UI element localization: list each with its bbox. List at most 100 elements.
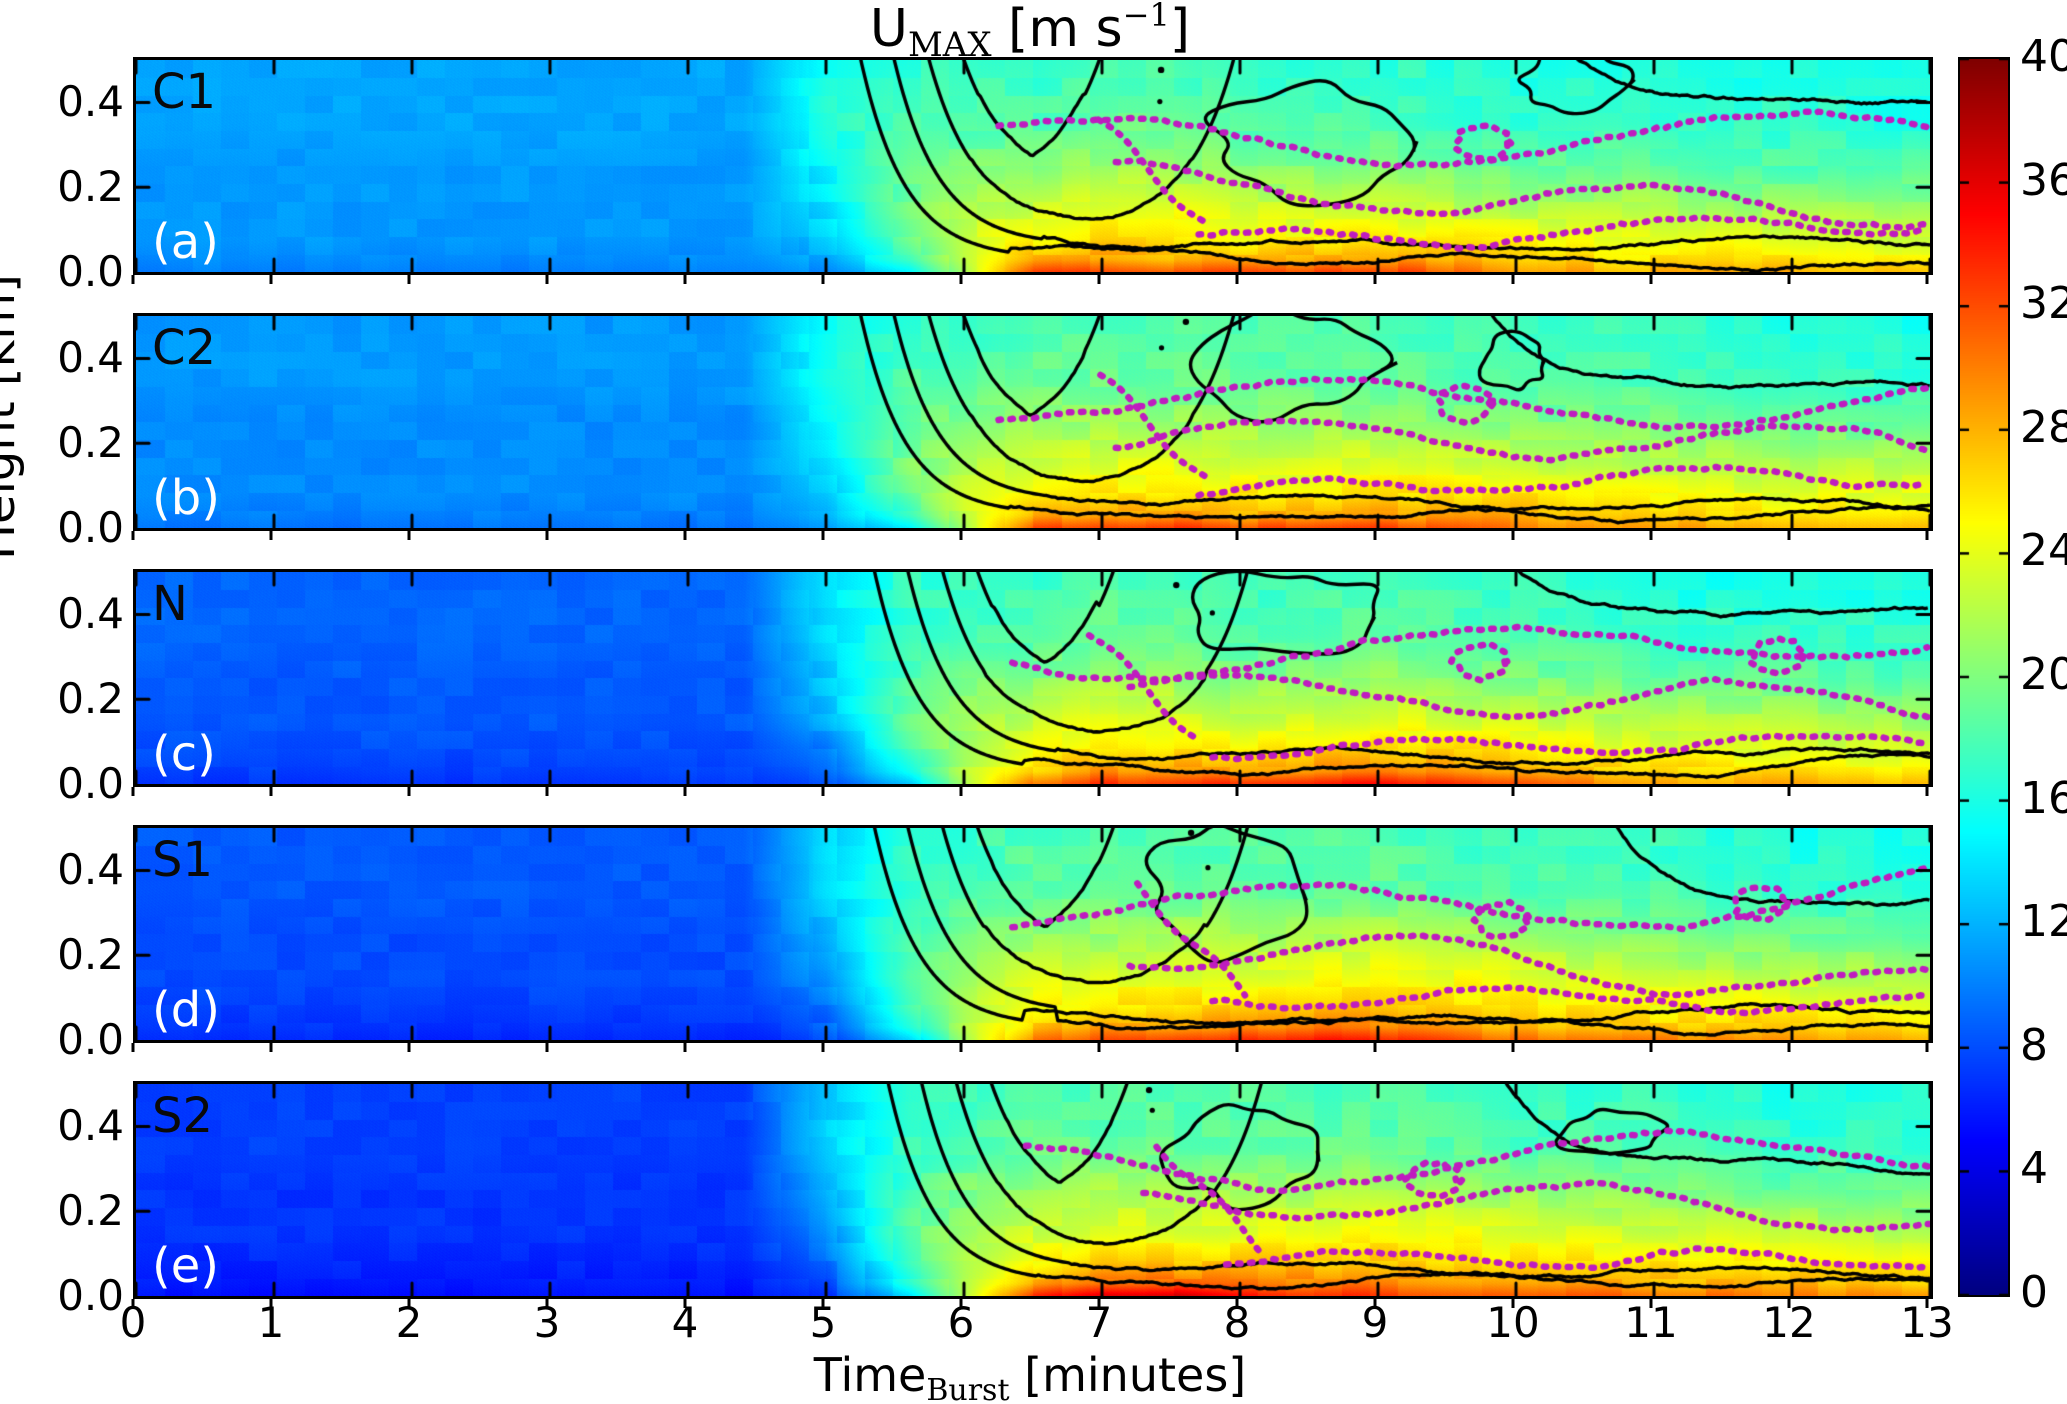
x-tick-mark	[1097, 275, 1101, 284]
y-tick-label: 0.2	[57, 674, 124, 724]
x-tick-mark	[1097, 531, 1101, 540]
x-tick-label: 10	[1486, 1298, 1540, 1347]
heatmap-panel-e: S2 (e) 0.4 0.2 0.0	[57, 1081, 1933, 1317]
x-tick-mark	[821, 275, 825, 284]
x-tick-mark	[545, 275, 549, 284]
x-tick-mark	[821, 1043, 825, 1052]
x-tick-mark	[407, 787, 411, 796]
x-tick-mark	[1787, 531, 1791, 540]
x-tick-mark	[131, 1299, 135, 1308]
x-tick-mark	[683, 1299, 687, 1308]
x-tick-mark	[1235, 787, 1239, 796]
x-tick-mark	[1373, 275, 1377, 284]
colorbar-tick-label: 28	[2020, 401, 2067, 453]
x-tick-label: 11	[1624, 1298, 1678, 1347]
x-tick-mark	[1787, 1299, 1791, 1308]
y-tick-label: 0.0	[57, 503, 124, 552]
colorbar-tick-label: 24	[2020, 525, 2067, 577]
y-tick-label: 0.4	[57, 77, 124, 127]
x-tick-mark	[1787, 1043, 1791, 1052]
title-unit-post: ]	[1169, 0, 1191, 59]
x-tick-mark	[269, 531, 273, 540]
x-tick-label: 12	[1762, 1298, 1816, 1347]
colorbar-tick-label: 4	[2020, 1143, 2048, 1195]
x-tick-mark	[683, 275, 687, 284]
x-tick-label: 3	[533, 1298, 561, 1347]
panel-label-e: S2	[152, 1088, 214, 1144]
x-tick-mark	[1787, 787, 1791, 796]
x-tick-mark	[821, 531, 825, 540]
colorbar	[1958, 57, 2010, 1297]
xlabel-post: [minutes]	[1009, 1348, 1247, 1402]
y-tick-label: 0.0	[57, 247, 124, 296]
x-tick-mark	[1373, 787, 1377, 796]
heatmap-panel-c: N (c) 0.4 0.2 0.0	[57, 569, 1933, 805]
panel-sublabel-e: (e)	[152, 1238, 219, 1294]
y-tick-label: 0.0	[57, 1271, 124, 1320]
heatmap-panel-d: S1 (d) 0.4 0.2 0.0	[57, 825, 1933, 1061]
x-tick-mark	[1235, 1299, 1239, 1308]
heatmap-canvas-c	[136, 572, 1930, 784]
x-axis-ticks: 0 1 2 3 4 5 6 7 8 9 10 11 12 13	[120, 1298, 1954, 1352]
colorbar-tick-label: 8	[2020, 1019, 2048, 1071]
x-tick-mark	[1649, 1299, 1653, 1308]
x-tick-mark	[1511, 1299, 1515, 1308]
y-tick-label: 0.2	[57, 418, 124, 468]
panel-label-d: S1	[152, 832, 214, 888]
x-axis-label: TimeBurst [minutes]	[133, 1348, 1927, 1404]
colorbar-tick-label: 20	[2020, 649, 2067, 700]
heatmap-canvas-a	[136, 60, 1930, 272]
y-tick-label: 0.2	[57, 162, 124, 212]
x-tick-mark	[1511, 787, 1515, 796]
x-tick-mark	[1925, 531, 1929, 540]
x-tick-label: 13	[1900, 1298, 1954, 1347]
x-tick-mark	[683, 531, 687, 540]
x-tick-mark	[1787, 275, 1791, 284]
colorbar-tick-label: 32	[2020, 278, 2067, 330]
x-tick-mark	[1511, 1043, 1515, 1052]
x-tick-mark	[1649, 275, 1653, 284]
colorbar-gradient-canvas	[1960, 59, 2008, 1295]
x-tick-mark	[1235, 531, 1239, 540]
panel-label-a: C1	[152, 64, 217, 120]
x-tick-mark	[269, 275, 273, 284]
x-tick-mark	[1097, 787, 1101, 796]
colorbar-tick-label: 36	[2020, 154, 2067, 206]
x-tick-mark	[1373, 1299, 1377, 1308]
x-tick-mark	[407, 1299, 411, 1308]
heatmap-canvas-e	[136, 1084, 1930, 1296]
x-tick-mark	[269, 1043, 273, 1052]
colorbar-tick-label: 12	[2020, 896, 2067, 948]
title-main: U	[869, 0, 908, 59]
panel-sublabel-c: (c)	[152, 726, 216, 782]
y-tick-label: 0.4	[57, 1101, 124, 1151]
y-tick-label: 0.2	[57, 930, 124, 980]
x-tick-mark	[1649, 531, 1653, 540]
heatmap-canvas-d	[136, 828, 1930, 1040]
x-tick-mark	[1373, 1043, 1377, 1052]
x-tick-mark	[131, 531, 135, 540]
heatmap-canvas-b	[136, 316, 1930, 528]
x-tick-mark	[959, 1043, 963, 1052]
colorbar-tick-label: 16	[2020, 772, 2067, 824]
x-tick-mark	[545, 1299, 549, 1308]
title-unit-pre: [m s	[991, 0, 1123, 59]
x-tick-mark	[1373, 531, 1377, 540]
y-tick-label: 0.4	[57, 845, 124, 895]
panel-sublabel-d: (d)	[152, 982, 220, 1038]
x-tick-mark	[1235, 275, 1239, 284]
x-tick-mark	[131, 1043, 135, 1052]
xlabel-subscript: Burst	[926, 1373, 1010, 1404]
y-tick-label: 0.0	[57, 759, 124, 808]
x-tick-mark	[1235, 1043, 1239, 1052]
x-tick-mark	[821, 1299, 825, 1308]
x-tick-mark	[1097, 1043, 1101, 1052]
x-tick-mark	[545, 787, 549, 796]
y-tick-label: 0.4	[57, 589, 124, 639]
x-tick-mark	[683, 1043, 687, 1052]
x-tick-mark	[407, 275, 411, 284]
x-tick-mark	[959, 275, 963, 284]
panel-label-b: C2	[152, 320, 217, 376]
x-tick-mark	[545, 1043, 549, 1052]
